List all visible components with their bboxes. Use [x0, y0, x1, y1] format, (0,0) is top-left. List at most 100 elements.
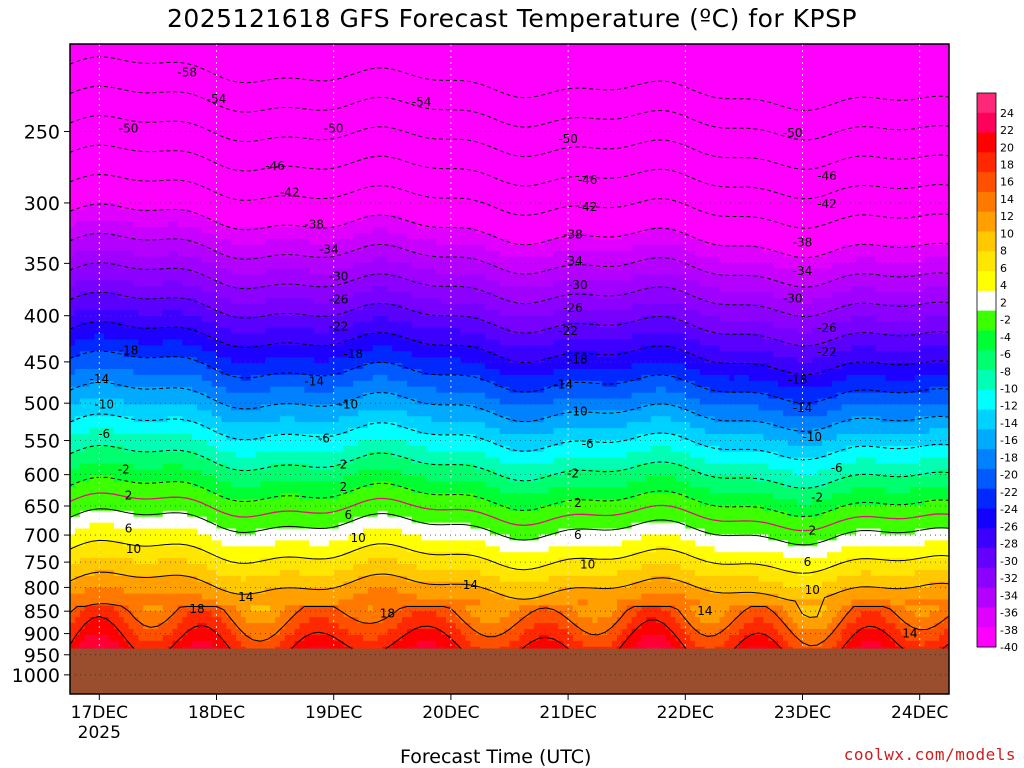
band-cell: [275, 410, 281, 417]
band-cell: [104, 286, 110, 293]
band-cell: [138, 617, 144, 624]
band-cell: [74, 327, 81, 335]
band-cell: [153, 569, 159, 577]
band-cell: [206, 540, 213, 547]
band-cell: [255, 174, 262, 181]
band-cell: [240, 150, 247, 157]
band-cell: [74, 504, 81, 512]
band-cell: [84, 451, 91, 459]
band-cell: [182, 404, 188, 411]
band-cell: [182, 268, 188, 276]
band-cell: [177, 564, 183, 571]
band-cell: [206, 168, 213, 175]
band-cell: [177, 469, 183, 476]
band-cell: [226, 120, 232, 128]
band-cell: [211, 156, 218, 163]
band-cell: [245, 475, 252, 482]
band-cell: [177, 292, 183, 299]
band-cell: [226, 398, 232, 406]
band-cell: [236, 564, 242, 571]
band-cell: [109, 73, 115, 81]
band-cell: [221, 185, 227, 193]
band-cell: [172, 244, 179, 252]
band-cell: [192, 522, 198, 530]
band-cell: [240, 569, 247, 577]
band-cell: [148, 611, 154, 618]
band-cell: [104, 564, 110, 571]
band-cell: [221, 150, 227, 157]
band-cell: [279, 156, 286, 163]
band-cell: [157, 587, 164, 595]
band-cell: [201, 333, 208, 341]
band-cell: [270, 298, 276, 305]
band-cell: [94, 623, 100, 630]
band-cell: [133, 339, 139, 346]
band-cell: [206, 451, 213, 459]
band-cell: [245, 392, 252, 400]
band-cell: [226, 85, 232, 92]
band-cell: [172, 386, 179, 394]
band-cell: [236, 274, 242, 281]
band-cell: [84, 357, 91, 364]
band-cell: [236, 91, 242, 98]
band-cell: [265, 439, 271, 447]
band-cell: [148, 504, 154, 512]
band-cell: [201, 44, 208, 51]
band-cell: [153, 587, 159, 595]
band-cell: [162, 280, 169, 287]
band-cell: [123, 404, 130, 411]
band-cell: [201, 345, 208, 352]
band-cell: [221, 611, 227, 618]
band-cell: [192, 540, 198, 547]
band-cell: [201, 605, 208, 612]
band-cell: [138, 233, 144, 240]
band-cell: [94, 534, 100, 541]
band-cell: [201, 55, 208, 63]
band-cell: [182, 416, 188, 423]
band-cell: [89, 564, 96, 571]
band-cell: [182, 369, 188, 376]
band-cell: [255, 552, 262, 559]
band-cell: [74, 593, 81, 601]
band-cell: [113, 493, 120, 500]
band-cell: [192, 428, 198, 435]
band-cell: [138, 552, 144, 559]
band-cell: [240, 629, 247, 636]
band-cell: [245, 593, 252, 601]
band-cell: [279, 91, 286, 98]
band-cell: [128, 351, 135, 358]
band-cell: [84, 309, 91, 317]
band-cell: [192, 97, 198, 104]
band-cell: [177, 510, 183, 518]
band-cell: [201, 428, 208, 435]
band-cell: [236, 327, 242, 335]
band-cell: [260, 132, 266, 140]
band-cell: [109, 304, 115, 311]
band-cell: [255, 434, 262, 441]
band-cell: [216, 410, 222, 417]
band-cell: [148, 439, 154, 447]
band-cell: [153, 221, 159, 228]
band-cell: [250, 534, 257, 541]
band-cell: [177, 398, 183, 406]
band-cell: [84, 61, 91, 69]
band-cell: [279, 203, 286, 211]
band-cell: [172, 410, 179, 417]
band-cell: [167, 97, 174, 104]
band-cell: [138, 404, 144, 411]
band-cell: [226, 150, 232, 157]
band-cell: [123, 546, 130, 553]
band-cell: [109, 534, 115, 541]
band-cell: [265, 262, 271, 270]
band-cell: [206, 357, 213, 364]
band-cell: [196, 546, 203, 553]
band-cell: [196, 233, 203, 240]
band-cell: [192, 132, 198, 140]
band-cell: [109, 156, 115, 163]
band-cell: [226, 516, 232, 524]
band-cell: [148, 174, 154, 181]
band-cell: [79, 410, 86, 417]
band-cell: [187, 262, 193, 270]
band-cell: [84, 493, 91, 500]
band-cell: [153, 233, 159, 240]
